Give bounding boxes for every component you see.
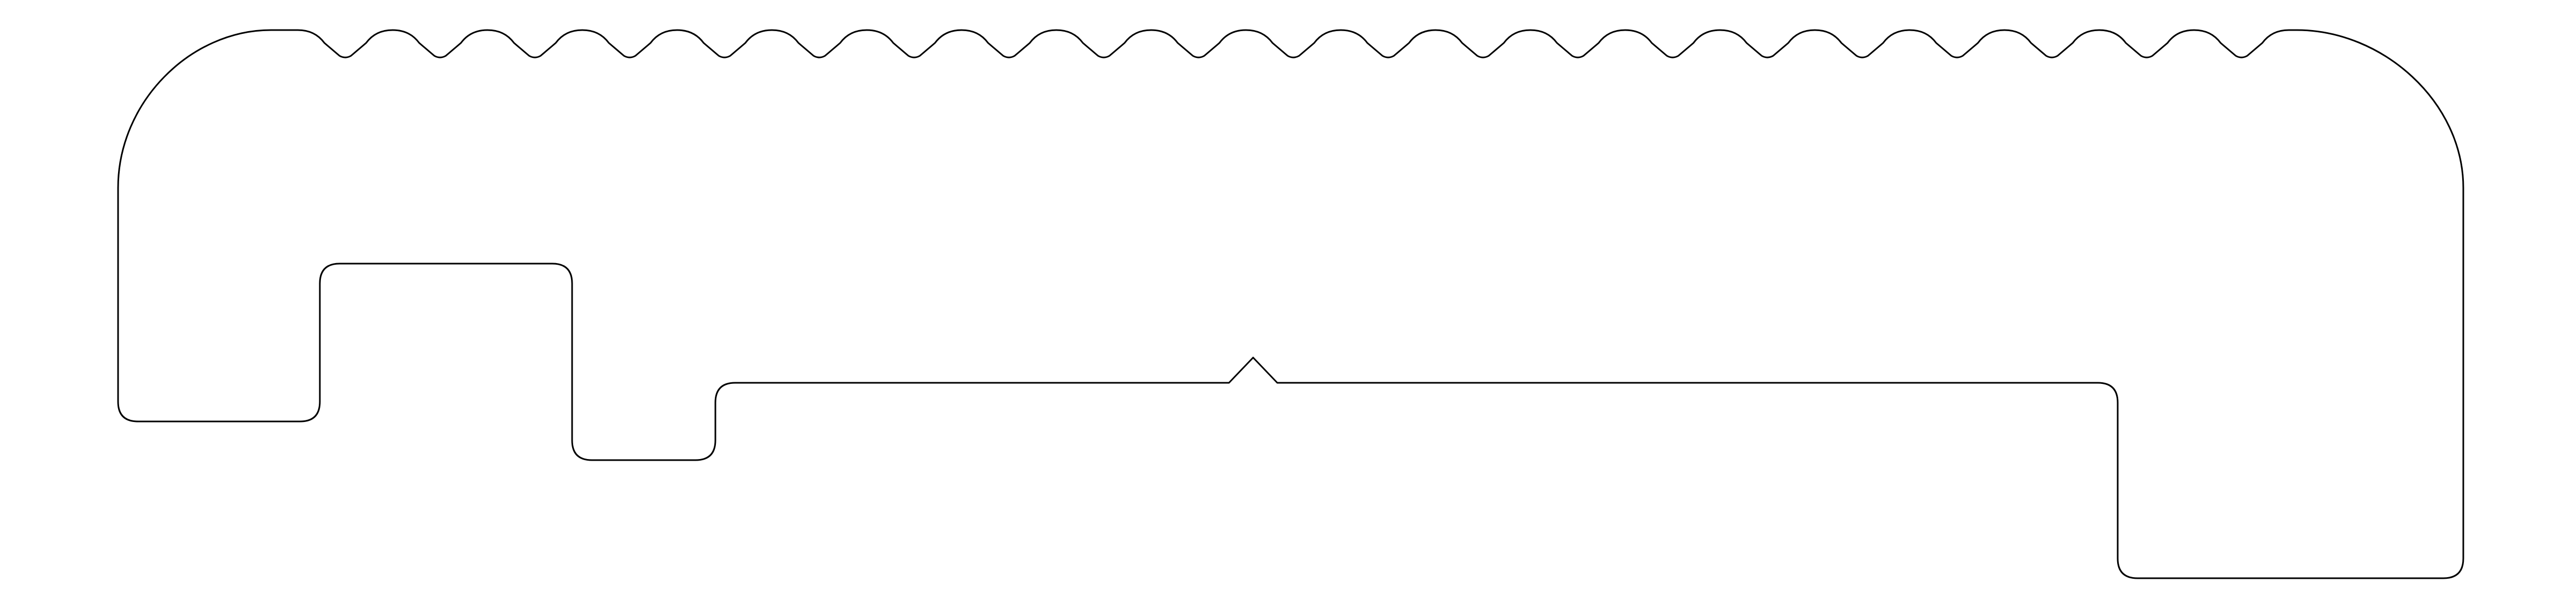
profile-outline <box>117 29 2464 579</box>
